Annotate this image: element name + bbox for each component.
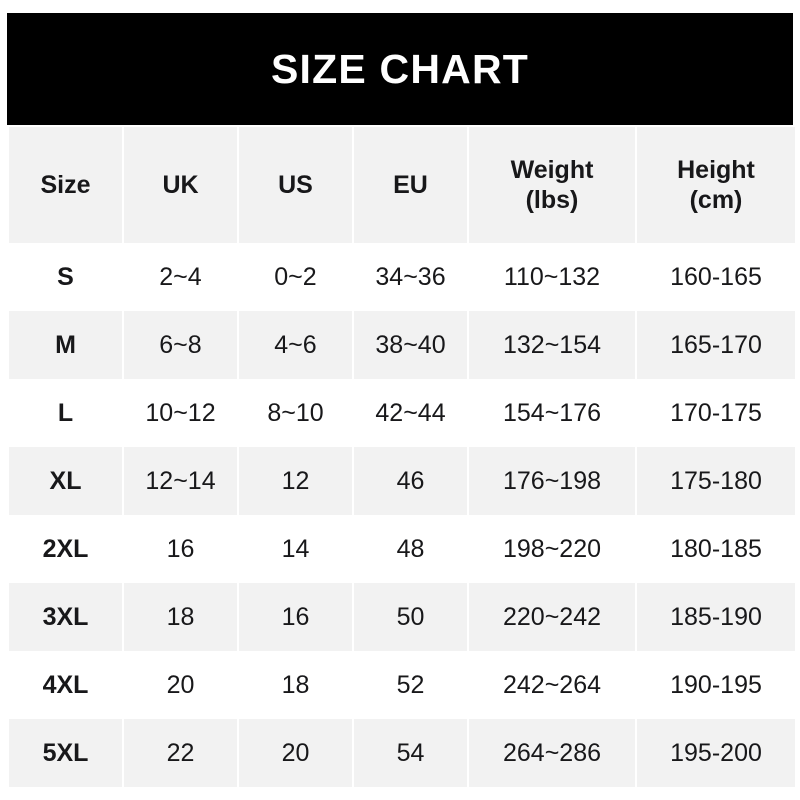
cell-uk: 22 <box>124 719 237 787</box>
cell-height: 180-185 <box>637 515 795 583</box>
table-header: Size UK US EU Weight (lbs) Height (cm) <box>9 127 795 243</box>
cell-size: S <box>9 243 122 311</box>
table-row: XL 12~14 12 46 176~198 175-180 <box>9 447 795 515</box>
cell-weight: 154~176 <box>469 379 635 447</box>
cell-weight: 242~264 <box>469 651 635 719</box>
cell-uk: 20 <box>124 651 237 719</box>
table-row: 4XL 20 18 52 242~264 190-195 <box>9 651 795 719</box>
cell-size: 3XL <box>9 583 122 651</box>
cell-size: 5XL <box>9 719 122 787</box>
cell-weight: 110~132 <box>469 243 635 311</box>
cell-eu: 48 <box>354 515 467 583</box>
cell-height: 170-175 <box>637 379 795 447</box>
cell-height: 185-190 <box>637 583 795 651</box>
cell-eu: 52 <box>354 651 467 719</box>
size-chart-table: Size UK US EU Weight (lbs) Height (cm) <box>7 127 797 787</box>
cell-size: XL <box>9 447 122 515</box>
column-header-uk: UK <box>124 127 237 243</box>
cell-height: 195-200 <box>637 719 795 787</box>
cell-weight: 220~242 <box>469 583 635 651</box>
cell-eu: 50 <box>354 583 467 651</box>
column-header-us: US <box>239 127 352 243</box>
cell-us: 8~10 <box>239 379 352 447</box>
cell-eu: 38~40 <box>354 311 467 379</box>
column-header-height-label: Height <box>677 155 755 184</box>
cell-us: 0~2 <box>239 243 352 311</box>
cell-eu: 42~44 <box>354 379 467 447</box>
title-banner: SIZE CHART <box>7 13 793 125</box>
cell-height: 165-170 <box>637 311 795 379</box>
cell-uk: 16 <box>124 515 237 583</box>
column-header-weight: Weight (lbs) <box>469 127 635 243</box>
cell-weight: 264~286 <box>469 719 635 787</box>
cell-uk: 10~12 <box>124 379 237 447</box>
column-header-uk-label: UK <box>162 170 199 199</box>
table-row: 3XL 18 16 50 220~242 185-190 <box>9 583 795 651</box>
cell-height: 190-195 <box>637 651 795 719</box>
cell-eu: 46 <box>354 447 467 515</box>
cell-size: 2XL <box>9 515 122 583</box>
cell-height: 160-165 <box>637 243 795 311</box>
column-header-height-unit: (cm) <box>689 186 743 214</box>
table-row: S 2~4 0~2 34~36 110~132 160-165 <box>9 243 795 311</box>
cell-size: M <box>9 311 122 379</box>
cell-eu: 34~36 <box>354 243 467 311</box>
cell-us: 4~6 <box>239 311 352 379</box>
cell-uk: 2~4 <box>124 243 237 311</box>
cell-size: L <box>9 379 122 447</box>
column-header-weight-unit: (lbs) <box>525 186 579 214</box>
cell-us: 18 <box>239 651 352 719</box>
cell-weight: 198~220 <box>469 515 635 583</box>
table-row: L 10~12 8~10 42~44 154~176 170-175 <box>9 379 795 447</box>
table-row: 2XL 16 14 48 198~220 180-185 <box>9 515 795 583</box>
column-header-us-label: US <box>278 170 313 199</box>
cell-weight: 176~198 <box>469 447 635 515</box>
cell-us: 12 <box>239 447 352 515</box>
cell-us: 16 <box>239 583 352 651</box>
column-header-size: Size <box>9 127 122 243</box>
header-row: Size UK US EU Weight (lbs) Height (cm) <box>9 127 795 243</box>
cell-us: 14 <box>239 515 352 583</box>
page-title: SIZE CHART <box>271 45 529 92</box>
column-header-weight-label: Weight <box>510 155 594 184</box>
cell-weight: 132~154 <box>469 311 635 379</box>
cell-uk: 12~14 <box>124 447 237 515</box>
cell-uk: 6~8 <box>124 311 237 379</box>
table-row: 5XL 22 20 54 264~286 195-200 <box>9 719 795 787</box>
column-header-eu: EU <box>354 127 467 243</box>
cell-eu: 54 <box>354 719 467 787</box>
column-header-height: Height (cm) <box>637 127 795 243</box>
table-body: S 2~4 0~2 34~36 110~132 160-165 M 6~8 4~… <box>9 243 795 787</box>
cell-uk: 18 <box>124 583 237 651</box>
cell-size: 4XL <box>9 651 122 719</box>
cell-us: 20 <box>239 719 352 787</box>
column-header-eu-label: EU <box>393 170 428 199</box>
table-row: M 6~8 4~6 38~40 132~154 165-170 <box>9 311 795 379</box>
cell-height: 175-180 <box>637 447 795 515</box>
column-header-size-label: Size <box>40 170 91 199</box>
